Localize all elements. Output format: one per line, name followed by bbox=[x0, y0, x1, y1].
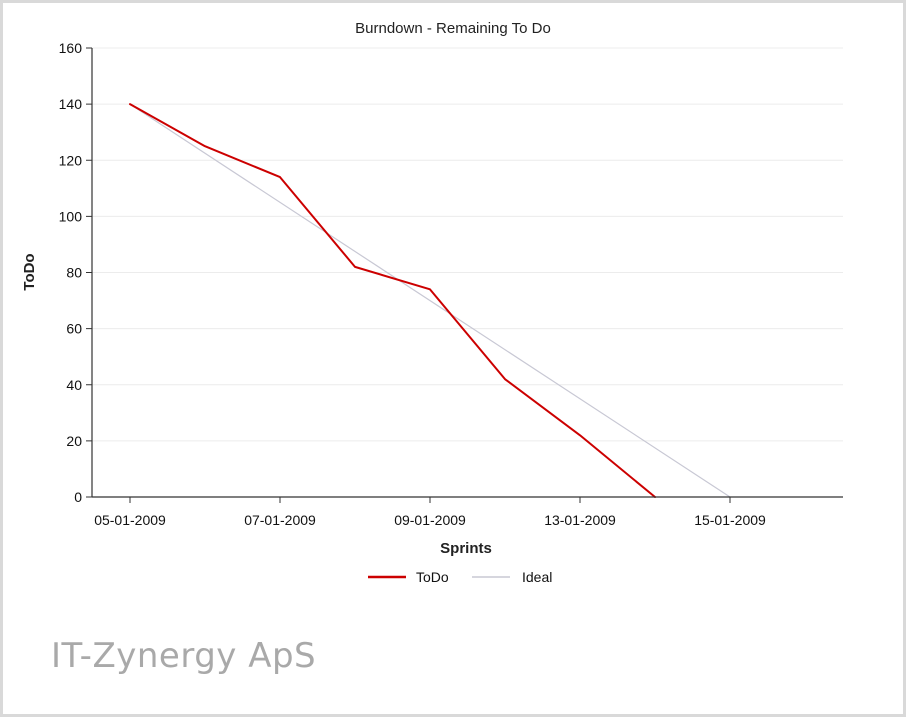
axes bbox=[86, 47, 843, 503]
y-axis-label: ToDo bbox=[21, 253, 38, 290]
tick-labels: 0 20 40 60 80 100 120 140 160 05-01-2009 07-01-200… bbox=[59, 40, 766, 528]
x-tick-label: 07-01-2009 bbox=[244, 512, 316, 528]
y-tick-label: 80 bbox=[66, 265, 82, 281]
legend: ToDo Ideal bbox=[368, 569, 552, 585]
x-tick-label: 09-01-2009 bbox=[394, 512, 466, 528]
x-tick-label: 15-01-2009 bbox=[694, 512, 766, 528]
x-axis-label: Sprints bbox=[440, 540, 492, 557]
chart-title: Burndown - Remaining To Do bbox=[355, 20, 551, 37]
y-tick-label: 140 bbox=[59, 96, 83, 112]
series-lines bbox=[129, 103, 731, 498]
legend-label-ideal: Ideal bbox=[522, 569, 552, 585]
grid-lines bbox=[92, 47, 843, 442]
series-line-todo bbox=[129, 103, 656, 498]
y-tick-label: 40 bbox=[66, 377, 82, 393]
y-tick-label: 160 bbox=[59, 40, 83, 56]
y-tick-label: 60 bbox=[66, 321, 82, 337]
legend-label-todo: ToDo bbox=[416, 569, 449, 585]
x-tick-label: 05-01-2009 bbox=[94, 512, 166, 528]
y-tick-label: 100 bbox=[59, 208, 83, 224]
y-tick-label: 0 bbox=[74, 489, 82, 505]
y-tick-label: 120 bbox=[59, 152, 83, 168]
x-tick-label: 13-01-2009 bbox=[544, 512, 616, 528]
y-tick-label: 20 bbox=[66, 433, 82, 449]
company-name: IT-Zynergy ApS bbox=[51, 636, 317, 676]
series-line-ideal bbox=[129, 103, 731, 498]
